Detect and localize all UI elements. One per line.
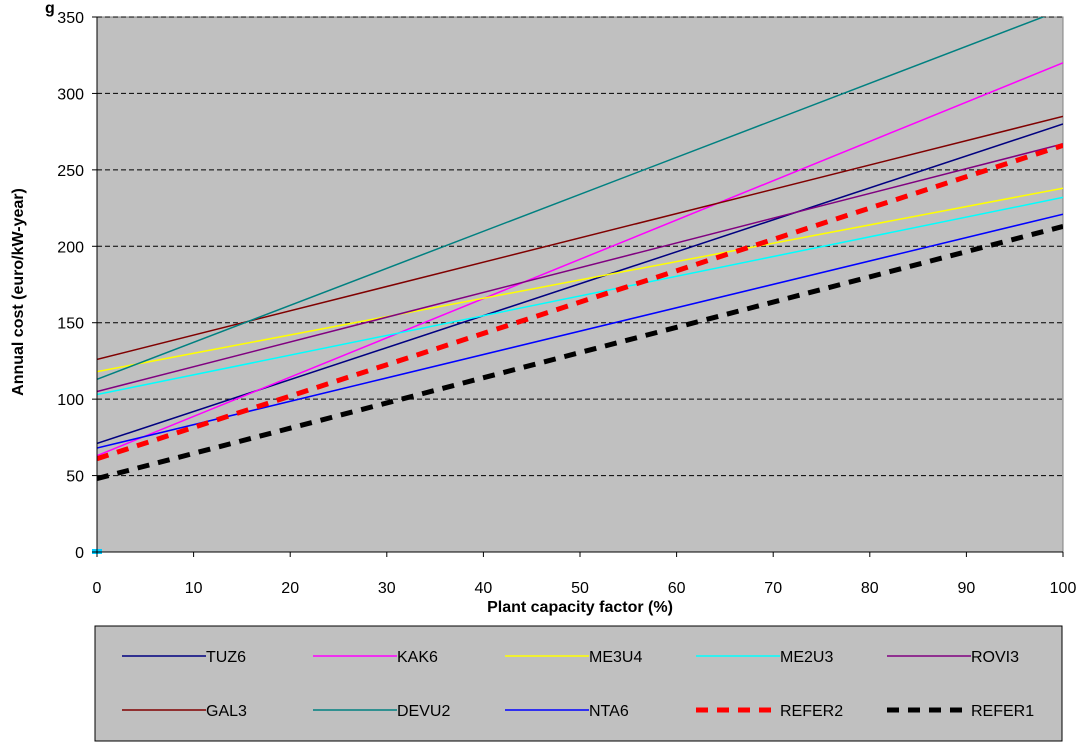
- series-line-devu2: [97, 17, 1046, 380]
- y-tick-label-3: 150: [57, 316, 84, 333]
- legend-label-me2u3: ME2U3: [780, 649, 833, 666]
- x-tick-label-2: 20: [281, 580, 299, 597]
- chart-title: g: [45, 0, 55, 17]
- legend-label-tuz6: TUZ6: [206, 649, 246, 666]
- x-axis-title: Plant capacity factor (%): [487, 599, 673, 616]
- legend-entries: TUZ6 KAK6 ME3U4 ME2U3 ROVI3 GAL3 DEVU2 NTA6 REFE…: [122, 649, 1034, 720]
- y-tick-labels: 0 50 100 150 200 250 300 350: [57, 10, 97, 562]
- y-tick-label-6: 300: [57, 86, 84, 103]
- series-line-kak6: [97, 62, 1063, 457]
- series-line-rovi3: [97, 143, 1063, 393]
- x-tick-label-5: 50: [571, 580, 589, 597]
- x-tick-label-9: 90: [958, 580, 976, 597]
- legend: [94, 625, 1063, 742]
- x-tick-label-3: 30: [378, 580, 396, 597]
- y-axis-title: Annual cost (euro/kW-year): [10, 188, 27, 396]
- y-tick-label-2: 100: [57, 392, 84, 409]
- x-tick-label-8: 80: [861, 580, 879, 597]
- legend-label-refer1: REFER1: [971, 703, 1034, 720]
- series-lines: [92, 17, 1063, 554]
- legend-label-kak6: KAK6: [397, 649, 438, 666]
- series-line-refer2: [97, 143, 1063, 462]
- y-tick-label-7: 350: [57, 10, 84, 27]
- x-tick-labels: 0 10 20 30 40 50 60 70 80 90 100: [93, 552, 1077, 597]
- legend-label-me3u4: ME3U4: [589, 649, 642, 666]
- series-line-gal3: [97, 115, 1063, 361]
- series-line-me2u3: [97, 196, 1063, 396]
- legend-label-rovi3: ROVI3: [971, 649, 1019, 666]
- y-tick-label-1: 50: [66, 469, 84, 486]
- y-tick-label-0: 0: [75, 545, 84, 562]
- x-tick-label-0: 0: [93, 580, 102, 597]
- x-tick-label-4: 40: [475, 580, 493, 597]
- series-line-me3u4: [97, 187, 1063, 373]
- x-tick-label-7: 70: [764, 580, 782, 597]
- x-tick-label-10: 100: [1050, 580, 1077, 597]
- x-tick-label-1: 10: [185, 580, 203, 597]
- y-tick-label-4: 200: [57, 239, 84, 256]
- legend-label-nta6: NTA6: [589, 703, 629, 720]
- legend-label-gal3: GAL3: [206, 703, 247, 720]
- y-tick-label-5: 250: [57, 163, 84, 180]
- grid-lines: [97, 16, 1063, 477]
- legend-label-devu2: DEVU2: [397, 703, 450, 720]
- x-tick-label-6: 60: [668, 580, 686, 597]
- legend-label-refer2: REFER2: [780, 703, 843, 720]
